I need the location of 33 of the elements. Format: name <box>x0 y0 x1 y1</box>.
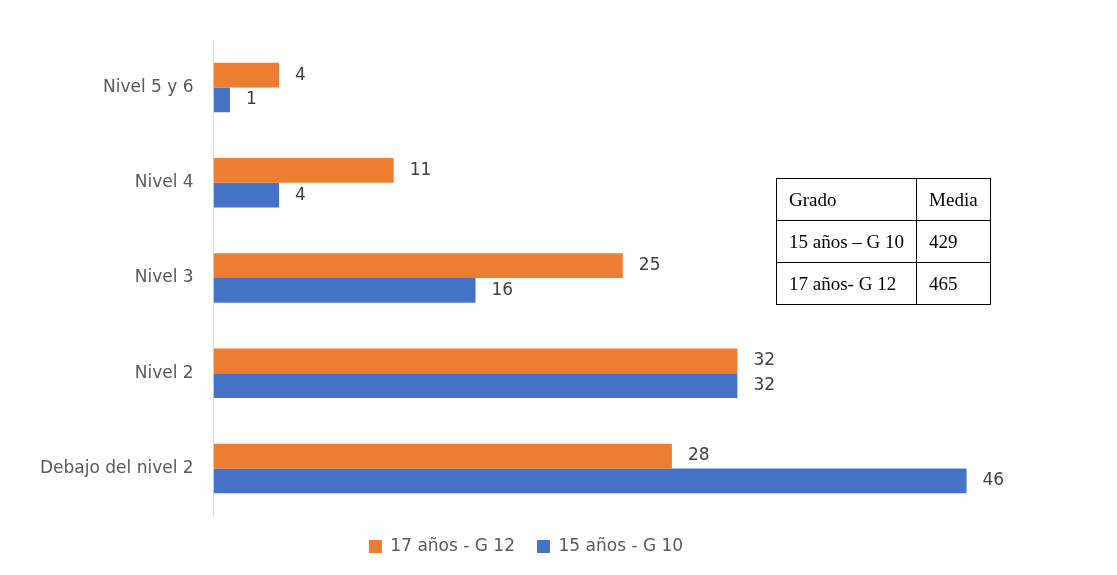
annotation: 17 años- G 12 <box>776 262 917 305</box>
annotation: Grado <box>776 178 917 221</box>
data-label: 25 <box>638 254 661 275</box>
data-label: 1 <box>245 88 257 109</box>
annotation: 465 <box>916 262 991 305</box>
legend-label: 17 años - G 12 <box>390 534 515 555</box>
legend-label: 15 años - G 10 <box>558 534 684 555</box>
annotation: 429 <box>916 220 991 263</box>
y-tick-label: Nivel 4 <box>134 171 194 192</box>
data-label: 4 <box>295 63 306 84</box>
data-label: 46 <box>982 469 1005 490</box>
bar <box>213 158 394 183</box>
bar <box>213 373 738 398</box>
bar <box>213 62 280 88</box>
bar <box>213 468 967 494</box>
data-label: 11 <box>409 158 432 179</box>
bar <box>213 348 738 374</box>
bar <box>213 253 623 278</box>
bar <box>213 182 280 208</box>
annotation: Media <box>916 178 991 221</box>
bar <box>213 87 230 113</box>
annotation: 15 años – G 10 <box>776 220 917 263</box>
data-label: 4 <box>295 183 306 204</box>
data-label: 32 <box>753 374 776 394</box>
data-label: 32 <box>753 349 776 370</box>
y-tick-label: Nivel 2 <box>134 361 194 382</box>
y-tick-label: Nivel 3 <box>134 266 194 287</box>
bar <box>213 278 476 303</box>
data-label: 16 <box>491 278 514 299</box>
y-tick-label: Debajo del nivel 2 <box>40 456 194 477</box>
data-label: 28 <box>687 444 710 465</box>
bar <box>213 443 672 469</box>
y-tick-label: Nivel 5 y 6 <box>103 76 194 97</box>
